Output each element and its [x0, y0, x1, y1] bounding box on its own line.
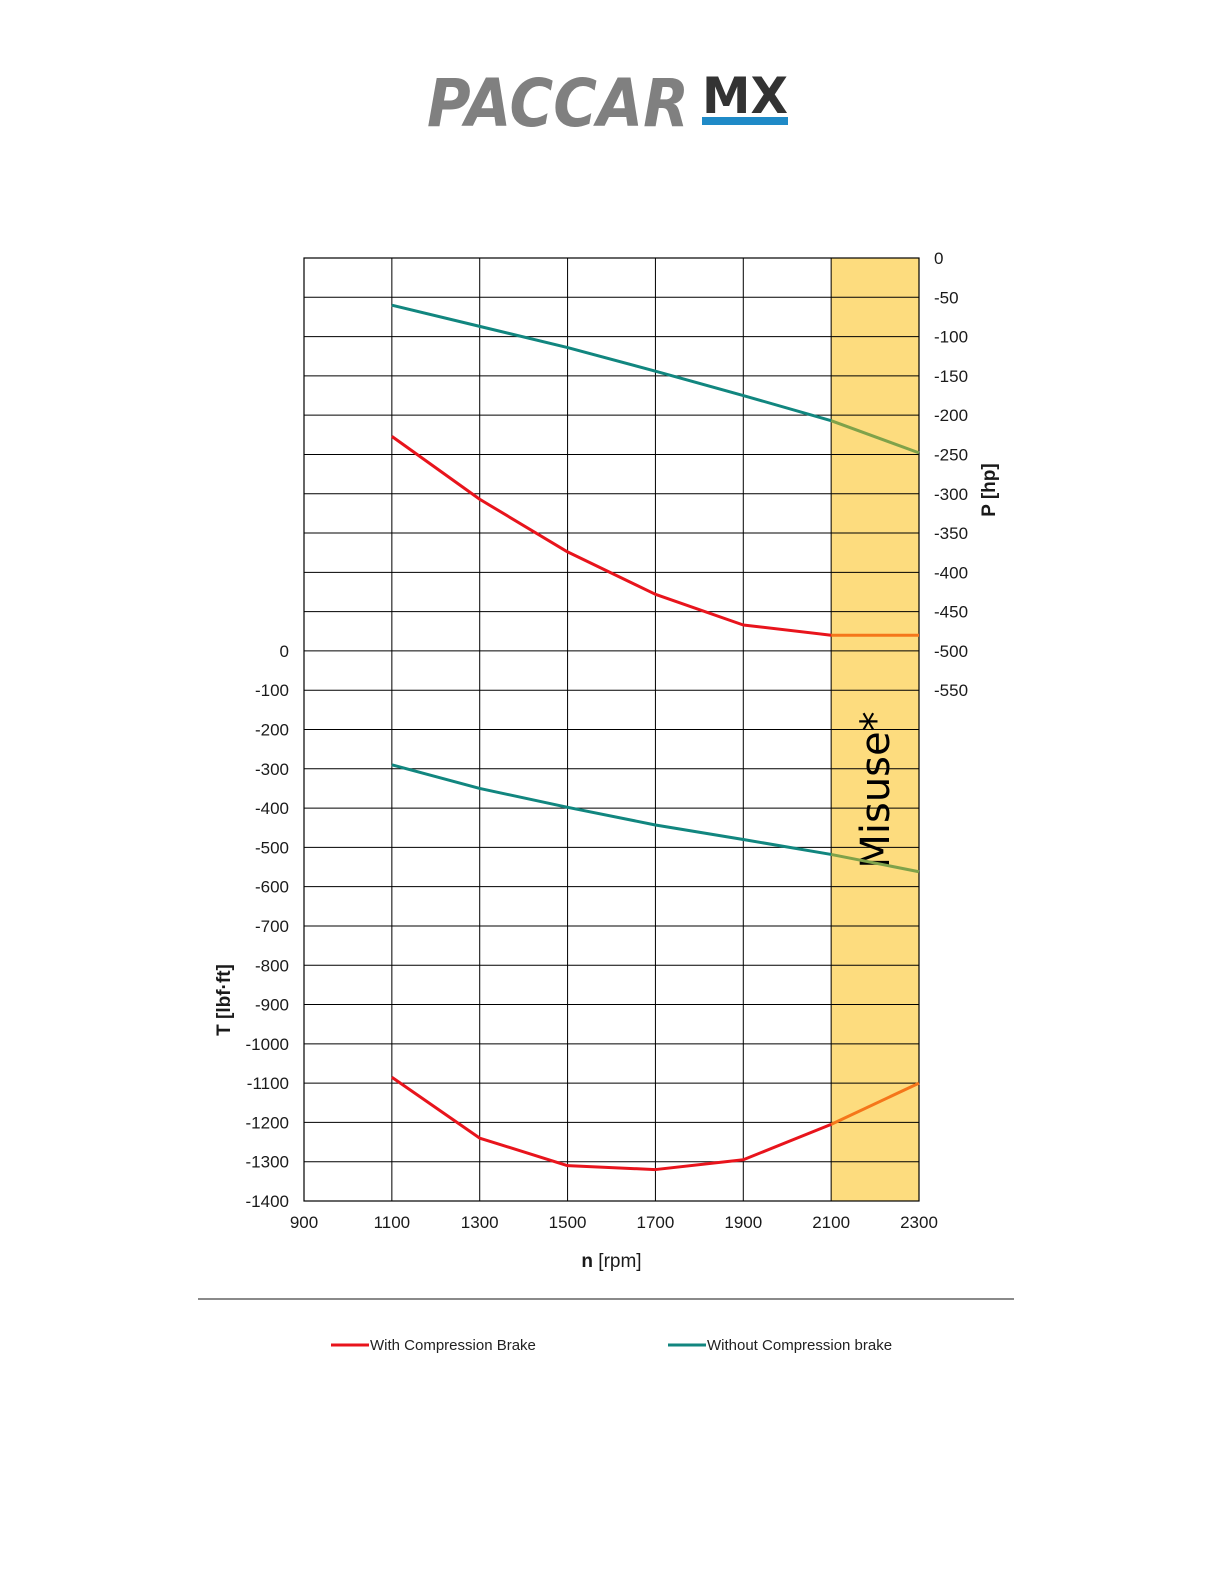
logo-brand: PACCAR — [427, 65, 689, 142]
x-tick-label: 1700 — [637, 1213, 675, 1232]
misuse-label: Misuse* — [853, 711, 899, 868]
right-tick-label: -500 — [934, 642, 968, 661]
right-tick-label: -100 — [934, 328, 968, 347]
right-tick-label: -150 — [934, 367, 968, 386]
x-axis-label-symbol: n — [581, 1251, 593, 1272]
left-tick-label: -600 — [255, 878, 289, 897]
left-tick-label: -200 — [255, 721, 289, 740]
series-line-without-compression-brake-power — [391, 303, 832, 423]
x-tick-label: 1500 — [549, 1213, 587, 1232]
series-line-misuse-with-compression-brake-torque — [830, 1081, 920, 1126]
left-axis-label: T [lbf·ft] — [214, 964, 235, 1036]
plot-frame — [303, 257, 920, 1202]
legend-label: Without Compression brake — [707, 1337, 892, 1354]
x-tick-label: 1100 — [374, 1213, 411, 1232]
x-tick-label: 900 — [290, 1213, 318, 1232]
x-tick-label: 2100 — [812, 1213, 850, 1232]
left-tick-label: -900 — [255, 996, 289, 1015]
series-line-with-compression-brake-power — [390, 435, 832, 637]
right-tick-label: -200 — [934, 406, 968, 425]
left-tick-label: -400 — [255, 799, 289, 818]
x-tick-label: 1300 — [461, 1213, 499, 1232]
right-tick-label: 0 — [934, 249, 943, 268]
left-tick-label: 0 — [280, 642, 289, 661]
chart-grid — [303, 257, 920, 1202]
right-tick-label: -450 — [934, 603, 968, 622]
left-tick-label: -100 — [255, 681, 289, 700]
left-tick-label: -1200 — [246, 1113, 289, 1132]
right-axis-label: P [hp] — [979, 463, 1000, 516]
left-tick-label: -800 — [255, 956, 289, 975]
series-line-without-compression-brake-torque — [391, 763, 832, 856]
right-tick-label: -250 — [934, 445, 968, 464]
logo-underline — [702, 117, 788, 125]
x-axis-label-unit: [rpm] — [593, 1251, 642, 1272]
right-tick-label: -300 — [934, 485, 968, 504]
series-layer — [390, 303, 920, 1172]
left-tick-label: -500 — [255, 838, 289, 857]
right-tick-label: -550 — [934, 681, 968, 700]
left-tick-label: -1000 — [246, 1035, 289, 1054]
x-tick-label: 1900 — [724, 1213, 762, 1232]
paccar-mx-logo: PACCAR MX — [427, 65, 788, 142]
left-tick-label: -1300 — [246, 1153, 289, 1172]
left-tick-label: -1100 — [247, 1074, 289, 1093]
x-axis-label: n [rpm] — [581, 1251, 641, 1272]
right-tick-label: -400 — [934, 563, 968, 582]
logo-model: MX — [702, 67, 788, 125]
right-tick-label: -50 — [934, 288, 959, 307]
left-tick-label: -700 — [255, 917, 289, 936]
left-tick-label: -1400 — [246, 1192, 289, 1211]
right-tick-label: -350 — [934, 524, 968, 543]
series-line-misuse-without-compression-brake-power — [830, 419, 920, 455]
legend: With Compression Brake Without Compressio… — [331, 1337, 892, 1354]
series-line-misuse-without-compression-brake-torque — [830, 852, 920, 874]
x-tick-label: 2300 — [900, 1213, 938, 1232]
left-tick-label: -300 — [255, 760, 289, 779]
series-line-with-compression-brake-torque — [391, 1075, 832, 1172]
legend-label: With Compression Brake — [370, 1337, 536, 1354]
tick-labels: 900 1100 1300 1500 1700 1900 2100 2300 0 -100 -200… — [246, 249, 969, 1232]
